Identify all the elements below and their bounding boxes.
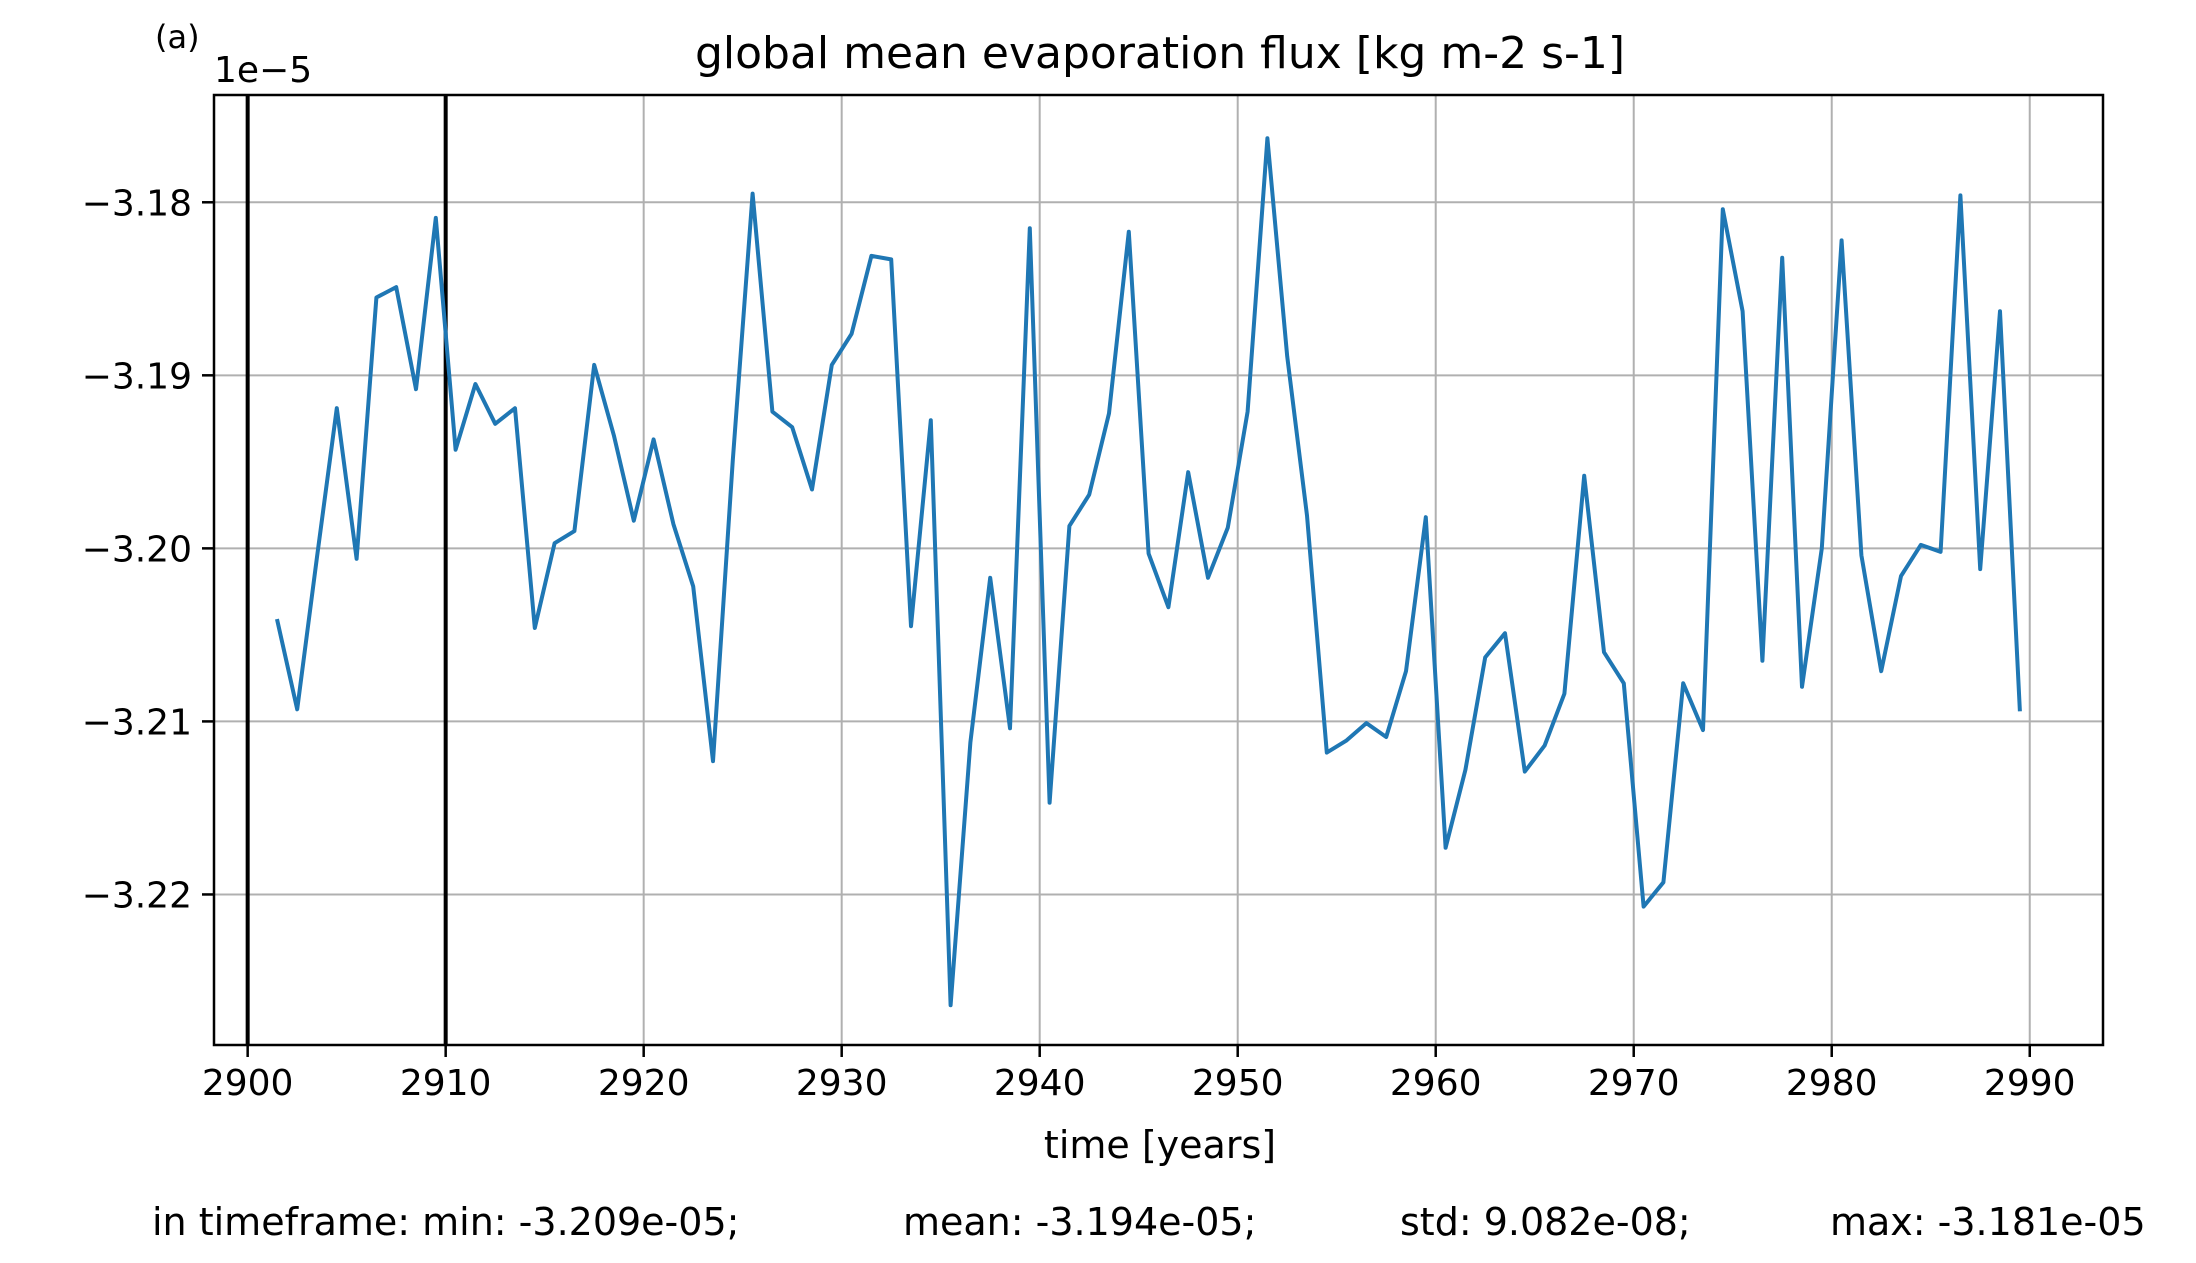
plot-area-frame — [212, 93, 2105, 1047]
axis-ticks: 2900 2910 2920 2930 2940 2950 2960 2970 2980 2990… — [82, 183, 2076, 1104]
y-offset-label: 1e−5 — [214, 50, 312, 91]
x-tick-label: 2960 — [1390, 1063, 1482, 1104]
y-tick-label: −3.19 — [82, 356, 192, 397]
panel-label: (a) — [155, 18, 200, 56]
y-tick-label: −3.22 — [82, 875, 192, 916]
stats-mean: mean: -3.194e-05; — [903, 1200, 1257, 1244]
x-tick-label: 2980 — [1786, 1063, 1878, 1104]
stats-max: max: -3.181e-05 — [1830, 1200, 2146, 1244]
series-layer — [275, 136, 2022, 1008]
x-tick-label: 2910 — [400, 1063, 492, 1104]
stats-min: in timeframe: min: -3.209e-05; — [152, 1200, 740, 1244]
x-tick-label: 2940 — [994, 1063, 1086, 1104]
x-tick-label: 2900 — [202, 1063, 294, 1104]
reference-vertical-lines — [245, 95, 448, 1045]
x-tick-label: 2950 — [1192, 1063, 1284, 1104]
y-tick-label: −3.20 — [82, 529, 192, 570]
series-line — [275, 136, 2022, 1008]
x-tick-label: 2990 — [1984, 1063, 2076, 1104]
x-axis-label: time [years] — [1044, 1123, 1276, 1167]
x-tick-label: 2970 — [1588, 1063, 1680, 1104]
y-tick-label: −3.18 — [82, 183, 192, 224]
chart-title: global mean evaporation flux [kg m-2 s-1… — [695, 28, 1625, 79]
y-tick-label: −3.21 — [82, 702, 192, 743]
x-tick-label: 2930 — [796, 1063, 888, 1104]
stats-std: std: 9.082e-08; — [1400, 1200, 1691, 1244]
grid-lines — [214, 95, 2103, 1045]
x-tick-label: 2920 — [598, 1063, 690, 1104]
